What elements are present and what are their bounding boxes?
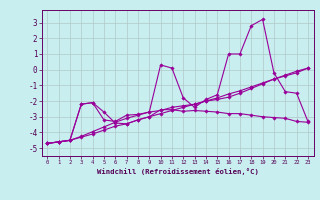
- X-axis label: Windchill (Refroidissement éolien,°C): Windchill (Refroidissement éolien,°C): [97, 168, 259, 175]
